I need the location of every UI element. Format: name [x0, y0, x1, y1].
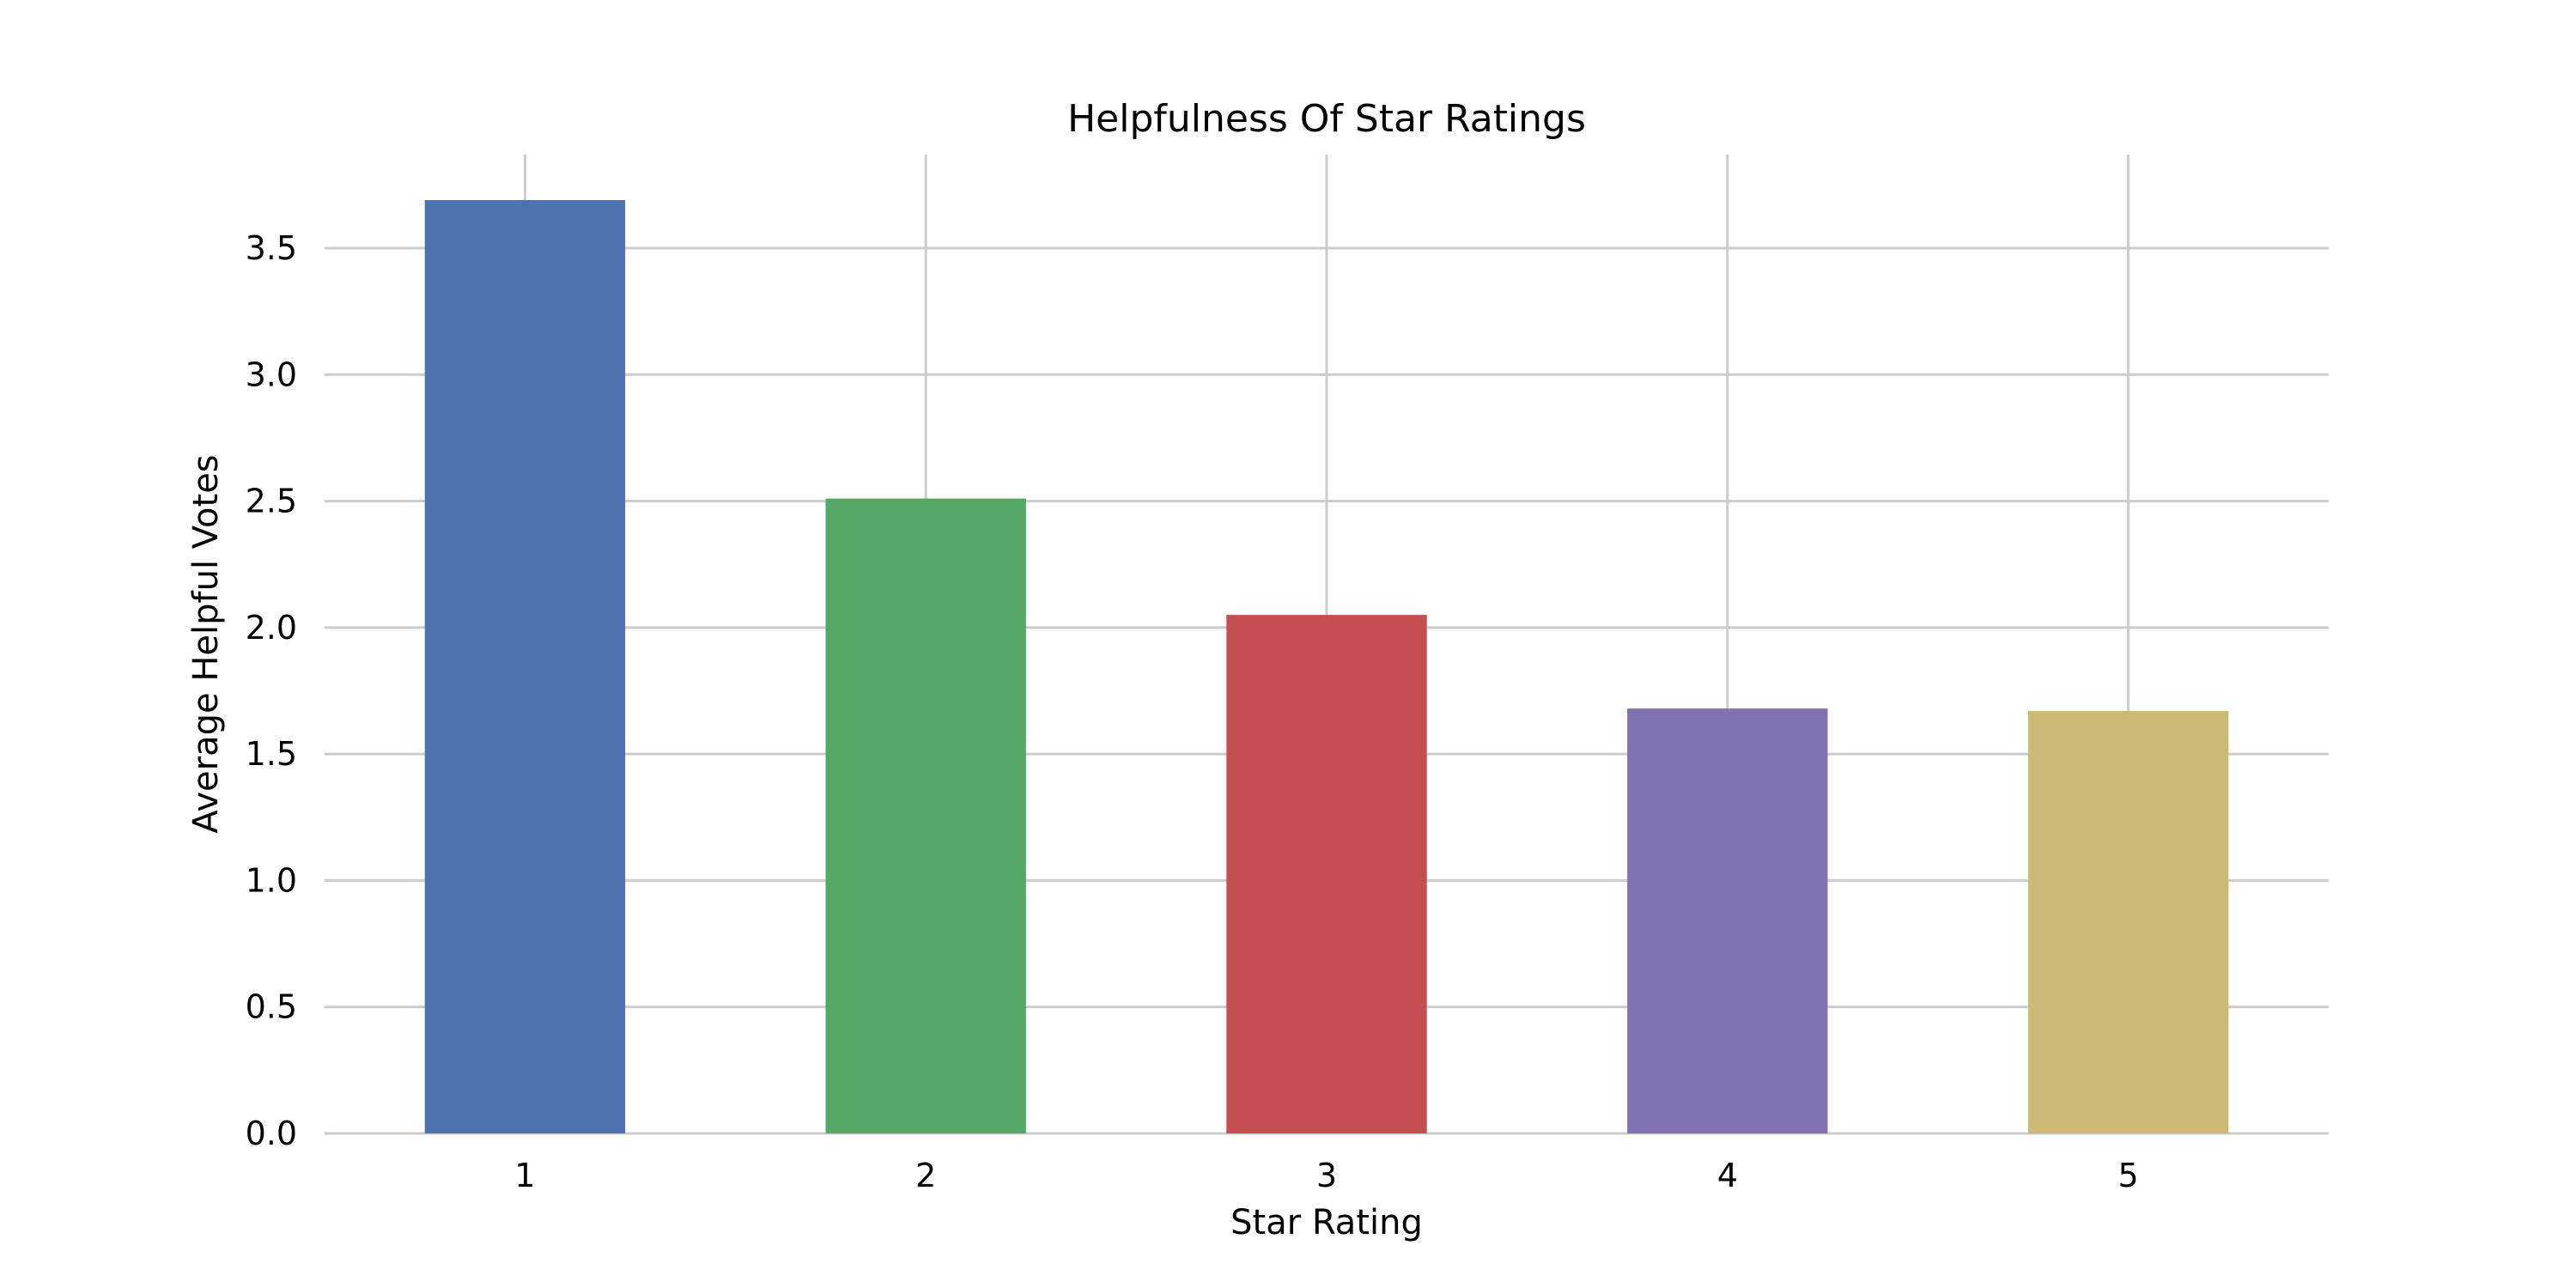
x-tick-label: 2: [915, 1157, 936, 1194]
bar-rating-4: [1627, 708, 1828, 1133]
bar-rating-3: [1226, 615, 1427, 1133]
x-tick-label: 5: [2118, 1157, 2139, 1194]
bar-rating-2: [825, 498, 1026, 1133]
bar-rating-5: [2027, 711, 2229, 1133]
y-tick-label: 2.0: [246, 609, 297, 647]
x-axis-title: Star Rating: [1230, 1203, 1423, 1242]
y-tick-label: 1.5: [246, 735, 297, 773]
y-tick-label: 1.0: [246, 861, 297, 899]
y-tick-label: 3.0: [246, 355, 297, 393]
y-axis-title: Average Helpful Votes: [186, 454, 226, 833]
x-tick-label: 3: [1316, 1157, 1337, 1194]
y-tick-label: 3.5: [246, 229, 297, 267]
x-tick-label: 1: [514, 1157, 535, 1194]
chart-title: Helpfulness Of Star Ratings: [1067, 97, 1586, 141]
y-tick-label: 2.5: [246, 483, 297, 520]
x-tick-label: 4: [1717, 1157, 1738, 1194]
bar-rating-1: [424, 200, 626, 1134]
y-tick-label: 0.0: [246, 1115, 297, 1152]
tick-labels: 0.0 0.5 1.0 1.5 2.0 2.5 3.0 3.5 1 2 3 4 5: [246, 229, 2139, 1194]
y-tick-label: 0.5: [246, 988, 297, 1026]
bars: [424, 200, 2229, 1134]
